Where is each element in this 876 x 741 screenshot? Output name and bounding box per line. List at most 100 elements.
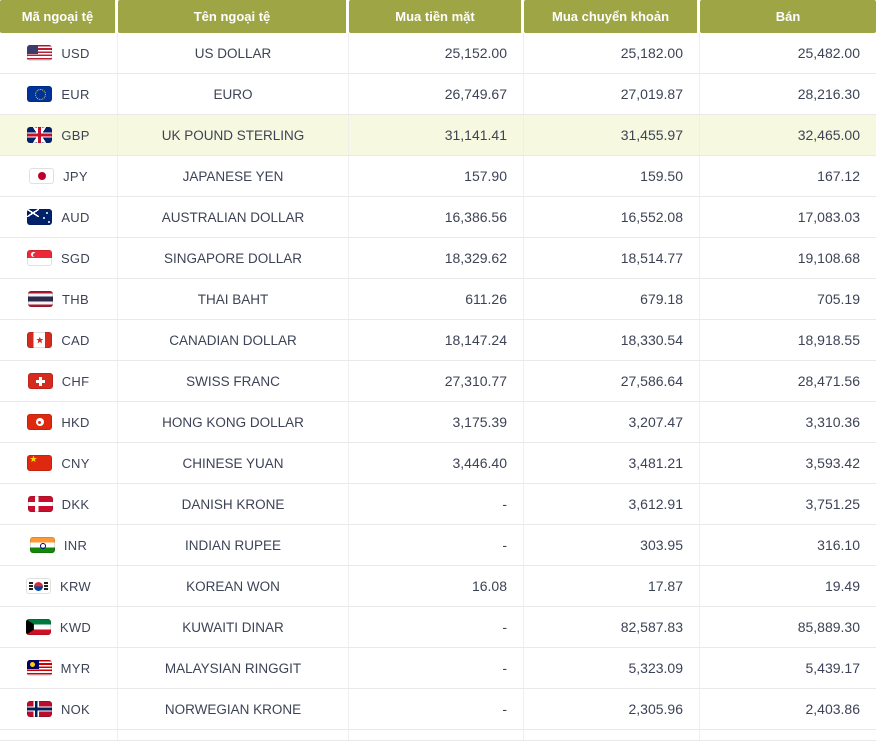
currency-name: NORWEGIAN KRONE — [118, 689, 349, 729]
sell-value: 3,593.42 — [700, 443, 876, 483]
currency-code: THB — [62, 291, 89, 307]
currency-code-cell: HKD — [0, 402, 118, 442]
sell-value: 85,889.30 — [700, 607, 876, 647]
buy-transfer-value: 31,455.97 — [524, 115, 700, 155]
currency-code: KRW — [60, 578, 91, 594]
currency-code-cell: KWD — [0, 607, 118, 647]
buy-cash-value: - — [349, 689, 524, 729]
table-row: HKD HONG KONG DOLLAR 3,175.39 3,207.47 3… — [0, 402, 876, 443]
table-row: SGD SINGAPORE DOLLAR 18,329.62 18,514.77… — [0, 238, 876, 279]
buy-cash-value: 3,446.40 — [349, 443, 524, 483]
table-row: CAD CANADIAN DOLLAR 18,147.24 18,330.54 … — [0, 320, 876, 361]
table-row: MYR MALAYSIAN RINGGIT - 5,323.09 5,439.1… — [0, 648, 876, 689]
sell-value: 18,918.55 — [700, 320, 876, 360]
buy-transfer-value: 3,481.21 — [524, 443, 700, 483]
currency-code: CNY — [61, 455, 90, 471]
buy-cash-value: 18,147.24 — [349, 320, 524, 360]
currency-code-cell: INR — [0, 525, 118, 565]
buy-transfer-value: 2,305.96 — [524, 689, 700, 729]
gb-flag-icon — [27, 127, 53, 143]
currency-code-cell: CAD — [0, 320, 118, 360]
sell-value: 17,083.03 — [700, 197, 876, 237]
sell-value: 2,403.86 — [700, 689, 876, 729]
sell-value: 167.12 — [700, 156, 876, 196]
no-flag-icon — [26, 701, 52, 717]
buy-cash-value: 27,310.77 — [349, 361, 524, 401]
table-row-partial — [0, 730, 876, 741]
ch-flag-icon — [27, 373, 53, 389]
buy-transfer-value: 18,330.54 — [524, 320, 700, 360]
currency-name: JAPANESE YEN — [118, 156, 349, 196]
currency-code: AUD — [61, 209, 90, 225]
currency-code-cell: NOK — [0, 689, 118, 729]
buy-cash-value: - — [349, 648, 524, 688]
buy-cash-value: 157.90 — [349, 156, 524, 196]
buy-transfer-value: 27,019.87 — [524, 74, 700, 114]
table-row: CHF SWISS FRANC 27,310.77 27,586.64 28,4… — [0, 361, 876, 402]
eu-flag-icon — [27, 86, 53, 102]
hk-flag-icon — [27, 414, 53, 430]
column-header-currency-code: Mã ngoại tệ — [0, 0, 118, 33]
sell-value: 19.49 — [700, 566, 876, 606]
kr-flag-icon — [26, 578, 51, 594]
currency-name: THAI BAHT — [118, 279, 349, 319]
buy-cash-value: 3,175.39 — [349, 402, 524, 442]
currency-code-cell: EUR — [0, 74, 118, 114]
table-row: NOK NORWEGIAN KRONE - 2,305.96 2,403.86 — [0, 689, 876, 730]
sell-value: 3,751.25 — [700, 484, 876, 524]
table-row: KWD KUWAITI DINAR - 82,587.83 85,889.30 — [0, 607, 876, 648]
buy-transfer-value: 5,323.09 — [524, 648, 700, 688]
sell-value: 32,465.00 — [700, 115, 876, 155]
currency-name: AUSTRALIAN DOLLAR — [118, 197, 349, 237]
currency-name: KUWAITI DINAR — [118, 607, 349, 647]
currency-name: SWISS FRANC — [118, 361, 349, 401]
buy-transfer-value: 17.87 — [524, 566, 700, 606]
currency-code-cell: THB — [0, 279, 118, 319]
currency-code: GBP — [61, 127, 90, 143]
kw-flag-icon — [25, 619, 51, 635]
currency-name: MALAYSIAN RINGGIT — [118, 648, 349, 688]
buy-cash-value: 31,141.41 — [349, 115, 524, 155]
column-header-currency-name: Tên ngoại tệ — [118, 0, 349, 33]
table-body: USD US DOLLAR 25,152.00 25,182.00 25,482… — [0, 33, 876, 730]
table-row: JPY JAPANESE YEN 157.90 159.50 167.12 — [0, 156, 876, 197]
in-flag-icon — [29, 537, 55, 553]
buy-cash-value: - — [349, 525, 524, 565]
currency-code: USD — [61, 45, 90, 61]
currency-code: DKK — [61, 496, 90, 512]
table-row: THB THAI BAHT 611.26 679.18 705.19 — [0, 279, 876, 320]
sell-value: 28,471.56 — [700, 361, 876, 401]
currency-name: HONG KONG DOLLAR — [118, 402, 349, 442]
sell-value: 28,216.30 — [700, 74, 876, 114]
buy-cash-value: - — [349, 607, 524, 647]
currency-name: DANISH KRONE — [118, 484, 349, 524]
buy-transfer-value: 303.95 — [524, 525, 700, 565]
au-flag-icon — [27, 209, 53, 225]
sell-value: 316.10 — [700, 525, 876, 565]
currency-name: INDIAN RUPEE — [118, 525, 349, 565]
sell-value: 19,108.68 — [700, 238, 876, 278]
buy-transfer-value: 679.18 — [524, 279, 700, 319]
currency-code-cell: CHF — [0, 361, 118, 401]
currency-code: NOK — [60, 701, 91, 717]
buy-transfer-value: 159.50 — [524, 156, 700, 196]
currency-code: MYR — [60, 660, 91, 676]
buy-transfer-value: 3,612.91 — [524, 484, 700, 524]
column-header-buy-transfer: Mua chuyển khoản — [524, 0, 700, 33]
th-flag-icon — [28, 291, 54, 307]
currency-code: HKD — [61, 414, 90, 430]
column-header-buy-cash: Mua tiền mặt — [349, 0, 524, 33]
currency-code: INR — [63, 537, 88, 553]
currency-name: UK POUND STERLING — [118, 115, 349, 155]
table-header: Mã ngoại tệ Tên ngoại tệ Mua tiền mặt Mu… — [0, 0, 876, 33]
currency-code-cell: SGD — [0, 238, 118, 278]
buy-transfer-value: 27,586.64 — [524, 361, 700, 401]
column-header-sell: Bán — [700, 0, 876, 33]
sell-value: 705.19 — [700, 279, 876, 319]
table-row: EUR EURO 26,749.67 27,019.87 28,216.30 — [0, 74, 876, 115]
currency-code: CHF — [61, 373, 90, 389]
table-row: KRW KOREAN WON 16.08 17.87 19.49 — [0, 566, 876, 607]
sell-value: 3,310.36 — [700, 402, 876, 442]
sell-value: 5,439.17 — [700, 648, 876, 688]
jp-flag-icon — [29, 168, 55, 184]
